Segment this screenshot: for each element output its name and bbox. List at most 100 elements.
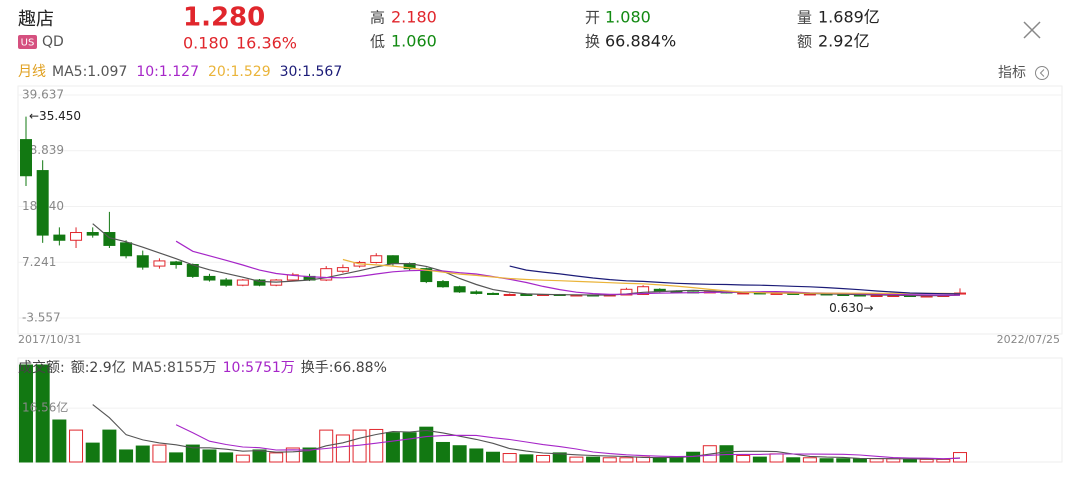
ma-line <box>92 404 961 460</box>
high: 2.180 <box>391 8 437 27</box>
candle-body <box>20 139 32 177</box>
volume-bar <box>536 454 551 463</box>
volume-bar <box>402 432 417 463</box>
volume-bar <box>719 445 734 463</box>
market: US <box>21 38 35 49</box>
volume-bar <box>435 441 450 463</box>
volume-bar <box>519 454 534 463</box>
candle-body <box>370 255 383 263</box>
min-label: 0.630→ <box>829 301 873 315</box>
volume-bar <box>852 458 867 463</box>
period[interactable]: 月线 <box>18 64 46 80</box>
candle-body <box>120 242 133 257</box>
price: 1.280 <box>183 3 265 33</box>
volume-bar <box>819 458 834 463</box>
label: 额 <box>797 33 812 51</box>
volume-bar <box>69 429 84 463</box>
volume-bar <box>919 458 934 463</box>
volume-bar <box>786 457 801 463</box>
ma-legend: 30:1.567 <box>280 64 343 80</box>
volume-bar <box>569 456 584 463</box>
candle-body <box>320 268 333 281</box>
candle-body <box>70 232 83 241</box>
candle-body <box>436 281 449 288</box>
volume: 1.689亿 <box>818 8 880 27</box>
symbol: QD <box>42 34 64 50</box>
candle-body <box>136 255 149 268</box>
indicators[interactable]: 指标 <box>998 65 1026 81</box>
label: 低 <box>370 33 385 51</box>
volume-bar <box>202 449 217 463</box>
candle-body <box>737 292 750 295</box>
candle-body <box>620 288 633 296</box>
volume-legend: 成交额: <box>18 359 65 376</box>
market-badge <box>18 35 37 49</box>
volume-bar <box>869 458 884 463</box>
close-button[interactable] <box>1023 21 1041 39</box>
ma-legend: 20:1.529 <box>208 64 271 80</box>
volume-bar <box>219 452 234 463</box>
volume-bar <box>469 448 484 463</box>
turnover: 66.884% <box>605 32 676 51</box>
volume-bar <box>602 457 617 463</box>
candle-body <box>503 293 516 296</box>
volume-bar <box>736 454 751 463</box>
ma-legend: MA5:1.097 <box>52 64 127 80</box>
ma-line <box>175 424 961 460</box>
open: 1.080 <box>605 8 651 27</box>
candle-body <box>487 292 499 295</box>
candle-body <box>870 295 883 298</box>
indicators-icon[interactable] <box>1035 66 1049 80</box>
stock-name: 趣店 <box>18 9 54 30</box>
volume-bar <box>619 457 634 463</box>
volume-bar <box>335 434 350 463</box>
volume-bar <box>102 429 117 463</box>
volume-bar <box>235 454 250 463</box>
candle-body <box>453 286 466 293</box>
volume-bar <box>119 449 134 463</box>
volume-bar <box>85 442 100 463</box>
candle-body <box>236 279 249 286</box>
volume-bar <box>802 457 817 463</box>
volume-bar <box>902 458 917 463</box>
indicators-icon <box>1039 69 1045 77</box>
candle-body <box>220 279 233 286</box>
volume-bar <box>552 452 567 463</box>
label: 开 <box>585 9 600 27</box>
volume-bar <box>152 444 167 463</box>
y-tick-label: 16.56亿 <box>22 400 68 415</box>
label: 高 <box>370 9 385 27</box>
change: 0.180 <box>183 34 229 53</box>
label: 量 <box>797 9 812 27</box>
ma-line <box>342 258 961 295</box>
ma-legend: 10:1.127 <box>136 64 199 80</box>
volume-bar <box>35 364 50 463</box>
low: 1.060 <box>391 32 437 51</box>
y-tick-label: 28.839 <box>22 143 64 157</box>
x-tick-label: 2022/07/25 <box>997 333 1060 346</box>
candle-body <box>336 267 349 272</box>
candle-body <box>253 279 266 286</box>
volume-bar <box>769 453 784 463</box>
change-pct: 16.36% <box>236 34 297 53</box>
volume-legend: 额:2.9亿 <box>71 360 126 376</box>
volume-bar <box>269 452 284 463</box>
volume-bar <box>836 458 851 463</box>
candle-body <box>637 286 650 295</box>
ma-line <box>175 240 960 296</box>
volume-bar <box>185 444 200 463</box>
max-label: ←35.450 <box>29 109 81 123</box>
candle-body <box>386 255 399 264</box>
volume-legend: MA5:8155万 <box>132 360 217 376</box>
volume-bar <box>385 432 400 463</box>
volume-bar <box>52 419 67 463</box>
x-tick-label: 2017/10/31 <box>18 333 81 346</box>
volume-bar <box>19 364 33 463</box>
volume-bar <box>953 452 967 463</box>
volume-legend: 换手:66.88% <box>301 359 387 376</box>
candle-body <box>420 268 433 283</box>
volume-bar <box>652 457 667 463</box>
volume-bar <box>135 445 150 463</box>
